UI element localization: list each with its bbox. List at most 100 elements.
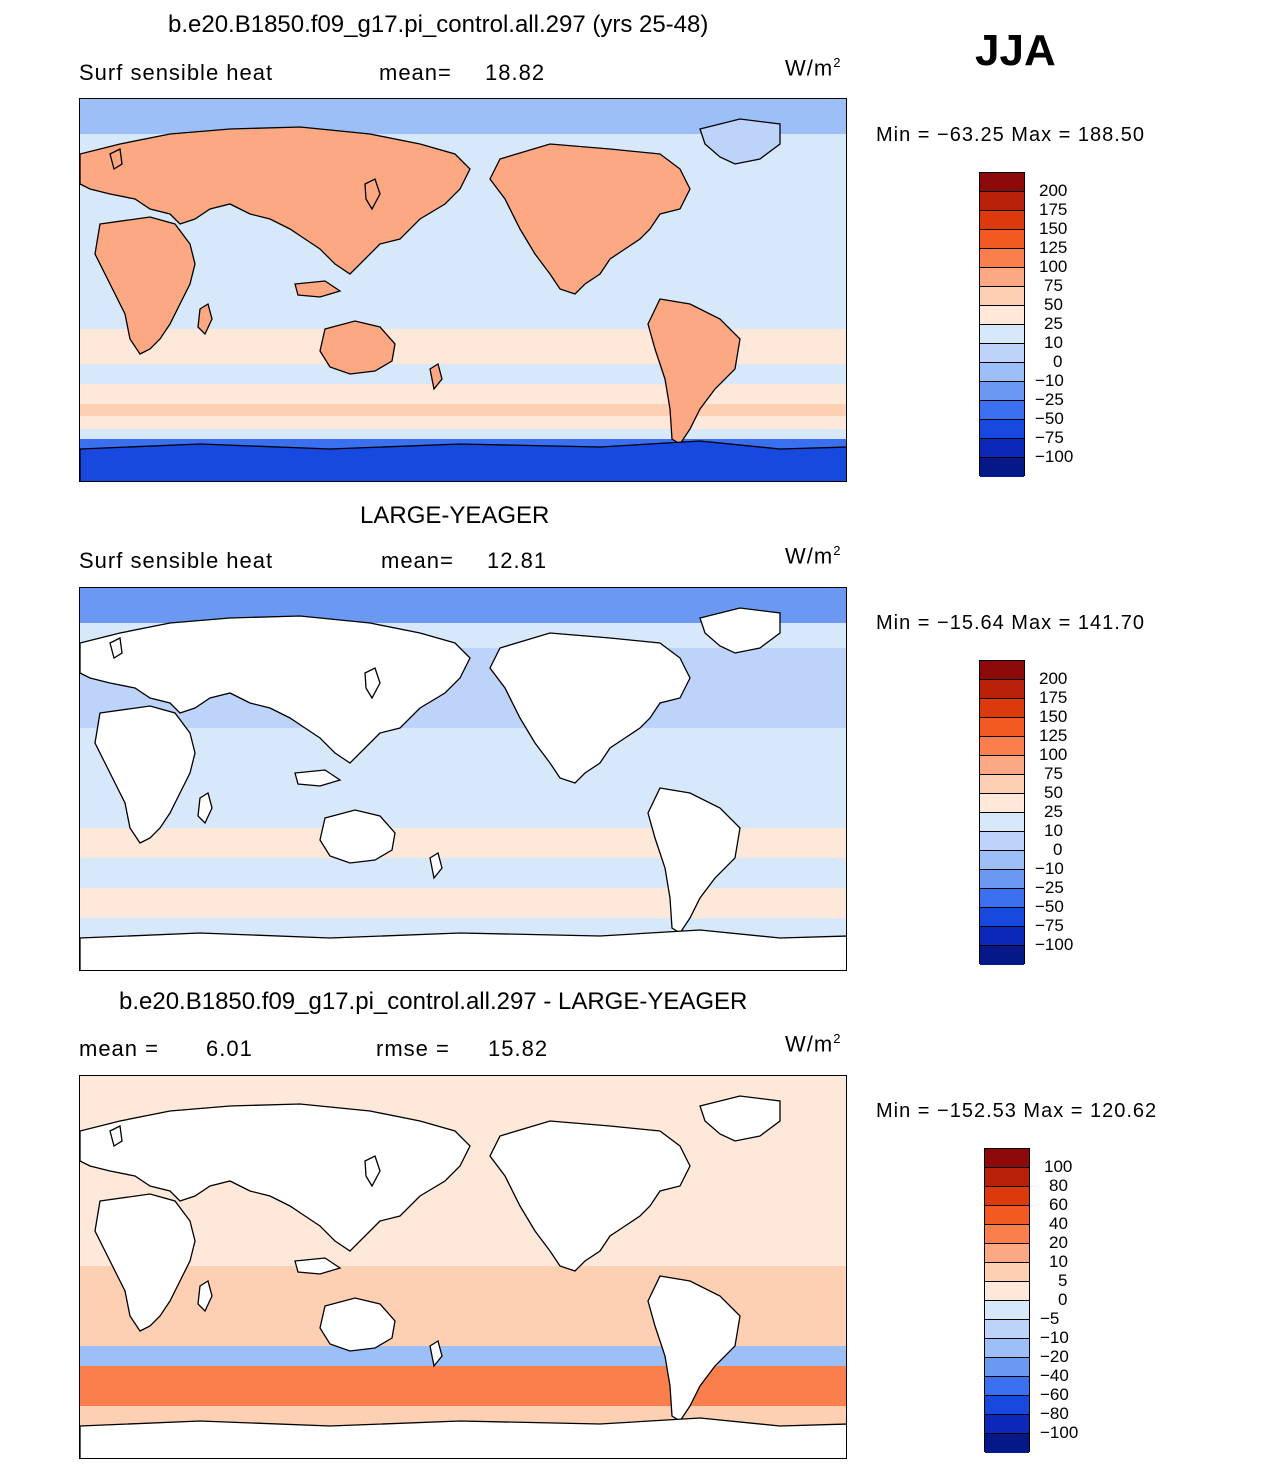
colorbar-tick-label: 100 (1039, 257, 1068, 276)
colorbar-swatch (980, 737, 1024, 756)
colorbar-swatch (980, 439, 1024, 458)
panel-1-variable-label: Surf sensible heat (79, 60, 274, 85)
colorbar-swatch (985, 1377, 1029, 1396)
cool-band (80, 1346, 846, 1366)
panel-2-mean-label: mean= (381, 548, 454, 573)
colorbar-swatch (980, 927, 1024, 946)
coastline-australia (319, 320, 396, 375)
panel-3-rmse-label: rmse = (376, 1036, 450, 1061)
panel-3-rmse-value: 15.82 (488, 1036, 549, 1061)
colorbar-swatch (980, 420, 1024, 439)
colorbar-swatch (980, 230, 1024, 249)
colorbar-tick-label: −10 (1040, 1328, 1069, 1347)
colorbar-swatch (985, 1282, 1029, 1301)
coastline-eurasia (80, 615, 471, 764)
coastline-uk (109, 1125, 123, 1148)
season-label: JJA (975, 26, 1056, 75)
colorbar-tick-label: 150 (1039, 219, 1068, 238)
coastline-australia (319, 809, 396, 864)
colorbar-tick-label: −10 (1035, 371, 1064, 390)
colorbar-tick-label: 125 (1039, 238, 1068, 257)
coastline-greenland (699, 607, 781, 654)
colorbar-tick-label: 10 (1044, 821, 1063, 840)
coastline-antarctica (80, 1417, 846, 1458)
colorbar-tick-label: −40 (1040, 1366, 1069, 1385)
colorbar-swatch (980, 946, 1024, 965)
colorbar-tick-label: 40 (1049, 1214, 1068, 1233)
panel-1-map (79, 98, 847, 482)
colorbar-tick-label: −5 (1040, 1309, 1060, 1328)
colorbar-tick-label: −20 (1040, 1347, 1069, 1366)
colorbar-swatch (980, 699, 1024, 718)
coastline-eurasia (80, 126, 471, 275)
colorbar-tick-label: 100 (1044, 1157, 1073, 1176)
colorbar-tick-label: −80 (1040, 1404, 1069, 1423)
coastline-japan (364, 667, 381, 700)
colorbar-tick-label: −100 (1040, 1423, 1079, 1442)
colorbar-swatch (980, 192, 1024, 211)
coastline-indonesia (294, 769, 342, 787)
coastline-madagascar (197, 302, 213, 336)
colorbar-swatch (980, 173, 1024, 192)
colorbar-tick-label: 0 (1058, 1290, 1068, 1309)
colorbar-swatch (980, 680, 1024, 699)
colorbar-tick-label: −10 (1035, 859, 1064, 878)
colorbar-swatch (980, 268, 1024, 287)
southern-warm-band (80, 404, 846, 416)
coastline-greenland (699, 118, 781, 165)
colorbar-tick-label: −50 (1035, 897, 1064, 916)
colorbar-tick-label: −25 (1035, 390, 1064, 409)
panel-3-map (79, 1075, 847, 1459)
colorbar-tick-label: 175 (1039, 200, 1068, 219)
colorbar-swatch (985, 1168, 1029, 1187)
colorbar-swatch (985, 1301, 1029, 1320)
panel-1-mean-value: 18.82 (485, 60, 546, 85)
colorbar-swatch (985, 1396, 1029, 1415)
colorbar-swatch (980, 249, 1024, 268)
coastline-australia (319, 1297, 396, 1352)
colorbar-tick-label: −75 (1035, 916, 1064, 935)
colorbar-tick-label: −50 (1035, 409, 1064, 428)
coastline-northAmerica (489, 143, 691, 295)
colorbar-tick-label: 125 (1039, 726, 1068, 745)
panel-2-mean-value: 12.81 (487, 548, 548, 573)
panel-1-units: W/m2 (785, 55, 842, 81)
coastline-japan (364, 1155, 381, 1188)
coastline-southAmerica (647, 787, 741, 934)
colorbar-swatch (980, 851, 1024, 870)
colorbar-tick-label: 20 (1049, 1233, 1068, 1252)
coastline-japan (364, 178, 381, 211)
colorbar-tick-label: −60 (1040, 1385, 1069, 1404)
colorbar-swatch (985, 1187, 1029, 1206)
coastline-africa (94, 216, 196, 355)
panel-3-minmax: Min = −152.53 Max = 120.62 (876, 1100, 1158, 1122)
colorbar-tick-label: 60 (1049, 1195, 1068, 1214)
colorbar-tick-label: 80 (1049, 1176, 1068, 1195)
colorbar-swatch (985, 1415, 1029, 1434)
colorbar-swatch (985, 1263, 1029, 1282)
coastline-madagascar (197, 791, 213, 825)
colorbar-swatch (980, 718, 1024, 737)
colorbar-swatch (980, 870, 1024, 889)
colorbar-swatch (985, 1339, 1029, 1358)
colorbar-swatch (980, 401, 1024, 420)
panel-3-title: b.e20.B1850.f09_g17.pi_control.all.297 -… (119, 988, 748, 1015)
colorbar-tick-label: 150 (1039, 707, 1068, 726)
colorbar-tick-label: 175 (1039, 688, 1068, 707)
colorbar-swatch (980, 344, 1024, 363)
panel-3-units: W/m2 (785, 1031, 842, 1057)
colorbar-swatch (985, 1358, 1029, 1377)
colorbar-tick-label: 5 (1058, 1271, 1068, 1290)
coastline-southAmerica (647, 298, 741, 445)
colorbar-swatch (980, 794, 1024, 813)
colorbar-swatch (980, 325, 1024, 344)
colorbar-swatch (980, 382, 1024, 401)
colorbar-tick-label: 10 (1049, 1252, 1068, 1271)
colorbar-tick-label: 50 (1044, 783, 1063, 802)
panel-3-colorbar (984, 1148, 1030, 1453)
colorbar-swatch (985, 1244, 1029, 1263)
colorbar-swatch (985, 1320, 1029, 1339)
colorbar-swatch (980, 306, 1024, 325)
panel-2-colorbar (979, 660, 1025, 965)
colorbar-swatch (980, 889, 1024, 908)
